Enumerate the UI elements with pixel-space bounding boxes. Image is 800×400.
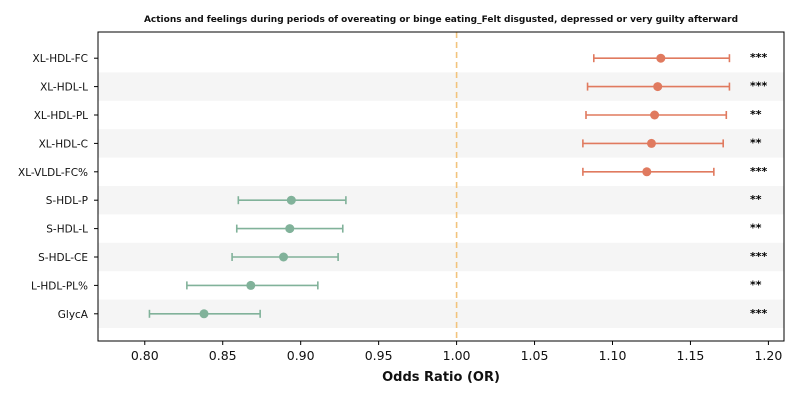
x-tick-label: 0.80: [131, 348, 159, 363]
point-estimate: [279, 252, 289, 262]
point-estimate: [285, 224, 295, 234]
row-band: [98, 186, 784, 215]
row-band: [98, 242, 784, 272]
x-tick-label: 1.15: [677, 348, 705, 363]
point-estimate: [656, 53, 666, 63]
x-tick-label: 0.95: [365, 348, 393, 363]
x-tick-label: 1.20: [754, 348, 782, 363]
significance-label: ***: [750, 51, 768, 64]
x-tick-label: 1.10: [599, 348, 627, 363]
y-tick-label: XL-HDL-C: [39, 138, 88, 150]
significance-label: ***: [750, 165, 768, 178]
y-tick-label: S-HDL-P: [46, 195, 88, 207]
x-tick-label: 1.00: [443, 348, 471, 363]
x-axis-ticks: 0.80 0.85 0.90 0.95 1.00 1.05 1.10 1.15 1.20: [131, 341, 782, 363]
y-tick-label: XL-VLDL-FC%: [18, 167, 88, 179]
y-tick-label: XL-HDL-FC: [33, 53, 88, 65]
point-estimate: [246, 280, 256, 290]
point-estimate: [642, 167, 652, 177]
y-tick-label: S-HDL-CE: [38, 252, 88, 264]
x-tick-label: 1.05: [521, 348, 549, 363]
significance-label: ***: [750, 307, 768, 320]
point-estimate: [286, 195, 296, 205]
x-tick-label: 0.85: [209, 348, 237, 363]
point-estimate: [653, 82, 663, 92]
data-marks: [148, 53, 731, 319]
significance-label: **: [750, 108, 762, 121]
y-axis-labels: XL-HDL-FC XL-HDL-L XL-HDL-PL XL-HDL-C XL-VLD…: [18, 53, 98, 321]
x-axis-label: Odds Ratio (OR): [382, 370, 500, 385]
y-tick-label: XL-HDL-L: [40, 82, 88, 94]
point-estimate: [199, 309, 209, 319]
point-estimate: [646, 138, 656, 148]
significance-label: **: [750, 278, 762, 291]
significance-label: ***: [750, 250, 768, 263]
x-tick-label: 0.90: [287, 348, 315, 363]
significance-labels: *************************: [750, 51, 768, 320]
plot-frame: [97, 31, 785, 342]
significance-label: ***: [750, 80, 768, 93]
row-bands: [98, 72, 784, 328]
y-tick-label: S-HDL-L: [46, 224, 88, 236]
y-tick-label: L-HDL-PL%: [31, 280, 88, 292]
significance-label: **: [750, 222, 762, 235]
significance-label: **: [750, 136, 762, 149]
chart-title: Actions and feelings during periods of o…: [144, 15, 738, 25]
y-tick-label: XL-HDL-PL: [34, 110, 88, 122]
y-tick-label: GlycA: [58, 309, 89, 321]
point-estimate: [650, 110, 660, 120]
significance-label: **: [750, 193, 762, 206]
